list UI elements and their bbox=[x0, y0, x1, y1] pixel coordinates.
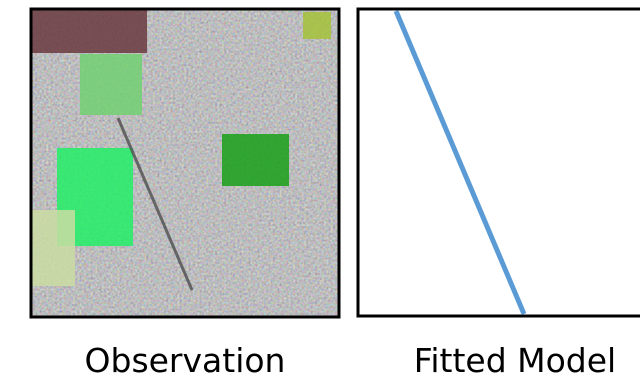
figure: Observation Fitted Model bbox=[0, 0, 640, 392]
observation-panel: Observation bbox=[31, 9, 339, 380]
panel-border bbox=[358, 9, 640, 316]
observation-image bbox=[32, 10, 338, 316]
page: Observation Fitted Model (() => { const … bbox=[0, 0, 640, 392]
patch bbox=[303, 12, 331, 39]
panel-label: Fitted Model bbox=[414, 341, 616, 380]
panel-label: Observation bbox=[85, 341, 286, 380]
patch bbox=[32, 10, 147, 53]
patch bbox=[222, 134, 289, 186]
patch bbox=[80, 54, 142, 115]
patch bbox=[32, 210, 75, 286]
fitted-model-panel: Fitted Model bbox=[358, 9, 640, 380]
